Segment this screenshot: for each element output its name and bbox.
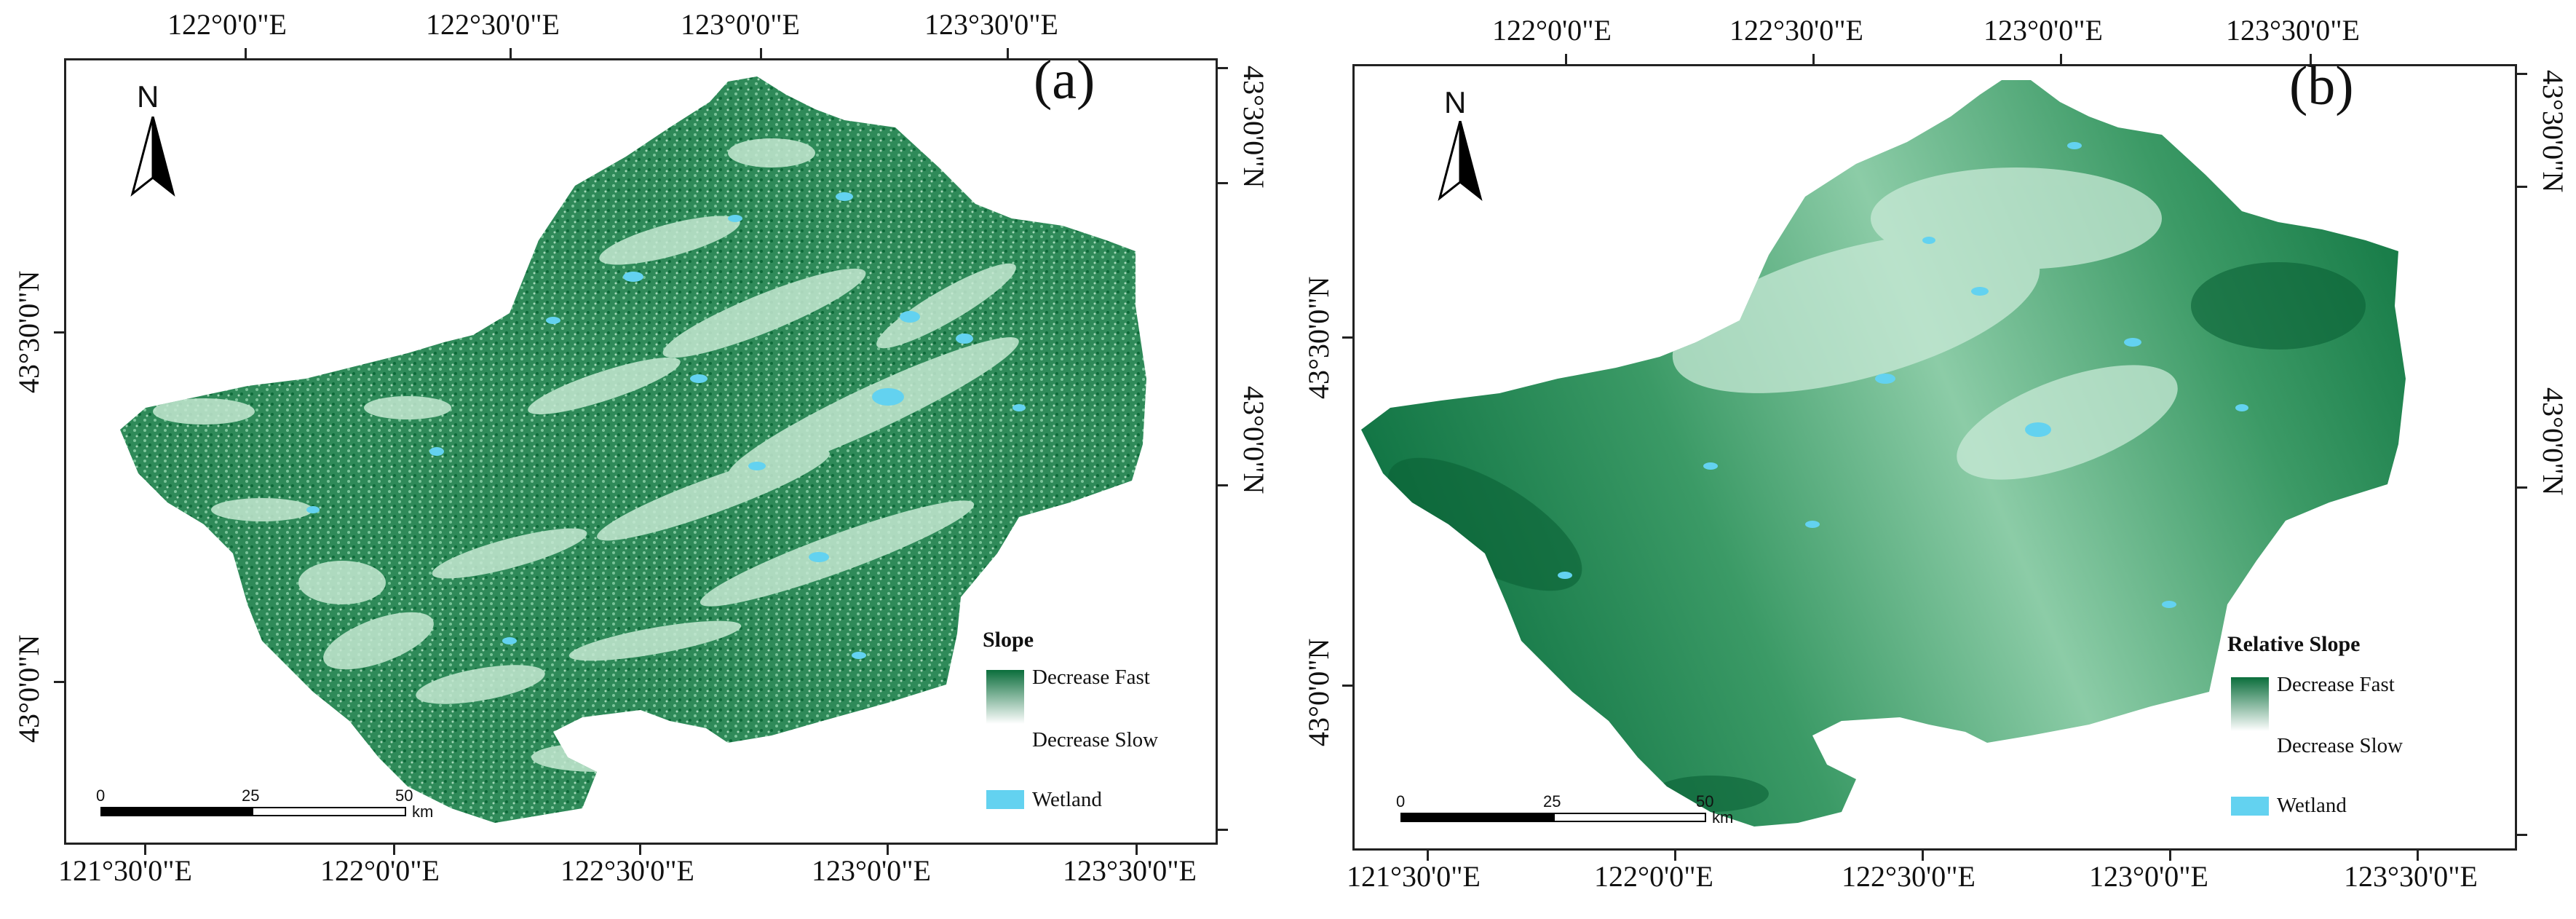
map-panel-a: 122°0'0"E 122°30'0"E 123°0'0"E 123°30'0"… bbox=[0, 0, 1281, 919]
top-lon-label: 123°0'0"E bbox=[1983, 14, 2103, 47]
tick bbox=[2417, 851, 2419, 861]
tick bbox=[1342, 336, 1352, 339]
legend-wetland-label: Wetland bbox=[1032, 788, 1102, 811]
tick bbox=[2517, 486, 2527, 489]
legend-title: Slope bbox=[983, 628, 1034, 652]
tick bbox=[1218, 829, 1228, 831]
north-label: N bbox=[137, 79, 159, 114]
tick bbox=[393, 845, 395, 855]
tick bbox=[2517, 73, 2527, 75]
tick bbox=[2169, 851, 2171, 861]
tick bbox=[760, 48, 762, 58]
bottom-lon-label: 123°0'0"E bbox=[812, 854, 931, 887]
tick bbox=[887, 845, 889, 855]
bottom-lon-label: 123°30'0"E bbox=[2344, 860, 2478, 893]
study-area-map bbox=[120, 76, 1146, 823]
scale-bar-segment bbox=[1400, 813, 1555, 822]
scale-tick-label: 25 bbox=[1543, 792, 1561, 810]
scale-tick-label: 50 bbox=[395, 786, 413, 805]
legend-high-label: Decrease Fast bbox=[1032, 666, 1150, 689]
tick bbox=[2310, 54, 2312, 64]
tick bbox=[2517, 834, 2527, 836]
scale-tick-label: 50 bbox=[1696, 792, 1714, 810]
bottom-lon-label: 123°0'0"E bbox=[2089, 860, 2208, 893]
legend-wetland-swatch bbox=[986, 790, 1024, 809]
tick bbox=[2517, 186, 2527, 188]
legend-gradient-swatch bbox=[986, 670, 1024, 724]
north-label: N bbox=[1444, 85, 1467, 119]
legend-gradient-swatch bbox=[2231, 677, 2269, 731]
legend-high-label: Decrease Fast bbox=[2277, 673, 2395, 696]
tick bbox=[1218, 67, 1228, 69]
map-panel-b: 122°0'0"E 122°30'0"E 123°0'0"E 123°30'0"… bbox=[1302, 0, 2576, 919]
tick bbox=[245, 48, 247, 58]
bottom-lon-label: 121°30'0"E bbox=[1347, 860, 1481, 893]
tick bbox=[1922, 851, 1924, 861]
top-lon-label: 123°30'0"E bbox=[924, 8, 1058, 41]
scale-tick-label: 25 bbox=[242, 786, 260, 805]
bottom-lon-label: 122°0'0"E bbox=[1594, 860, 1713, 893]
tick bbox=[1342, 685, 1352, 687]
tick bbox=[144, 845, 146, 855]
scale-tick-label: 0 bbox=[1396, 792, 1406, 810]
scale-unit: km bbox=[1712, 808, 1734, 827]
top-lon-label: 123°0'0"E bbox=[681, 8, 800, 41]
top-lon-label: 122°0'0"E bbox=[1492, 14, 1612, 47]
top-lon-label: 122°30'0"E bbox=[426, 8, 560, 41]
tick bbox=[54, 331, 64, 334]
tick bbox=[1007, 48, 1009, 58]
legend-title: Relative Slope bbox=[2227, 632, 2361, 656]
scale-bar-segment bbox=[100, 807, 253, 816]
north-arrow-icon bbox=[130, 117, 175, 197]
bottom-lon-label: 121°30'0"E bbox=[58, 854, 192, 887]
tick bbox=[1427, 851, 1429, 861]
panel-label: (b) bbox=[2289, 55, 2354, 117]
legend-low-label: Decrease Slow bbox=[1032, 728, 1159, 752]
legend-wetland-swatch bbox=[2231, 797, 2269, 816]
scale-bar-segment bbox=[1553, 813, 1706, 822]
scale-unit: km bbox=[412, 802, 434, 821]
top-lon-label: 123°30'0"E bbox=[2226, 14, 2360, 47]
bottom-lon-label: 122°0'0"E bbox=[320, 854, 440, 887]
tick bbox=[1218, 484, 1228, 486]
top-lon-label: 122°30'0"E bbox=[1729, 14, 1863, 47]
tick bbox=[639, 845, 641, 855]
tick bbox=[1812, 54, 1815, 64]
top-lon-label: 122°0'0"E bbox=[167, 8, 287, 41]
tick bbox=[1565, 54, 1567, 64]
scale-bar-segment bbox=[252, 807, 406, 816]
north-arrow-icon bbox=[1438, 121, 1483, 201]
bottom-lon-label: 122°30'0"E bbox=[560, 854, 694, 887]
scale-tick-label: 0 bbox=[96, 786, 106, 805]
bottom-lon-label: 122°30'0"E bbox=[1842, 860, 1975, 893]
bottom-lon-label: 123°30'0"E bbox=[1063, 854, 1197, 887]
tick bbox=[510, 48, 512, 58]
tick bbox=[54, 681, 64, 683]
tick bbox=[2060, 54, 2062, 64]
legend-low-label: Decrease Slow bbox=[2277, 734, 2403, 757]
panel-label: (a) bbox=[1034, 50, 1095, 111]
tick bbox=[1218, 182, 1228, 184]
tick bbox=[1674, 851, 1676, 861]
tick bbox=[1136, 845, 1138, 855]
study-area-map bbox=[1361, 80, 2406, 827]
legend-wetland-label: Wetland bbox=[2277, 794, 2347, 817]
